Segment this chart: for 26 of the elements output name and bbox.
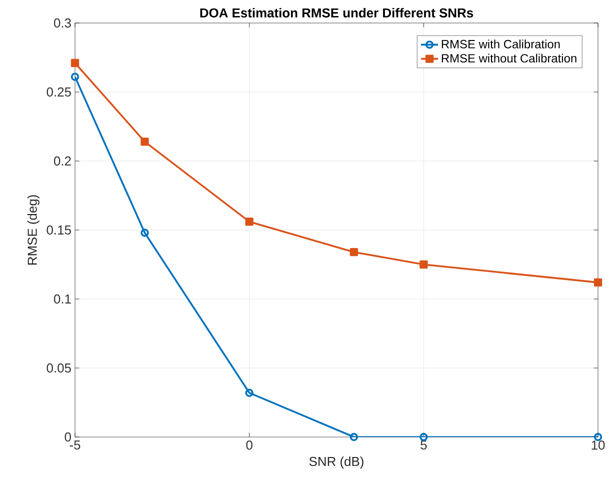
point bbox=[70, 58, 80, 68]
point bbox=[245, 388, 254, 397]
x-tick-label: 5 bbox=[420, 440, 427, 450]
x-axis-title: SNR (dB) bbox=[309, 456, 364, 469]
point bbox=[594, 278, 602, 287]
y-tick-label: 0.15 bbox=[46, 225, 71, 235]
y-tick-label: 0.1 bbox=[54, 294, 71, 304]
y-axis-title: RMSE (deg) bbox=[27, 195, 40, 265]
point bbox=[350, 248, 358, 256]
point bbox=[140, 228, 149, 237]
legend-label: RMSE with Calibration bbox=[442, 40, 560, 48]
x-tick-label: 0 bbox=[246, 440, 252, 450]
point bbox=[350, 432, 358, 442]
x-tick-label: 10 bbox=[592, 440, 605, 450]
point bbox=[420, 260, 428, 269]
y-tick-label: 0 bbox=[64, 432, 71, 442]
legend-label: RMSE without Calibration bbox=[442, 54, 576, 63]
y-tick-label: 0.2 bbox=[54, 156, 71, 166]
y-tick-label: 0.3 bbox=[54, 18, 71, 28]
y-tick-label: 0.05 bbox=[46, 363, 71, 373]
point bbox=[420, 432, 428, 442]
point bbox=[140, 138, 149, 146]
x-tick-label: -5 bbox=[70, 440, 80, 450]
y-tick-label: 0.25 bbox=[46, 87, 71, 97]
point bbox=[245, 218, 254, 226]
chart-title: DOA Estimation RMSE under Different SNRs bbox=[200, 8, 474, 18]
